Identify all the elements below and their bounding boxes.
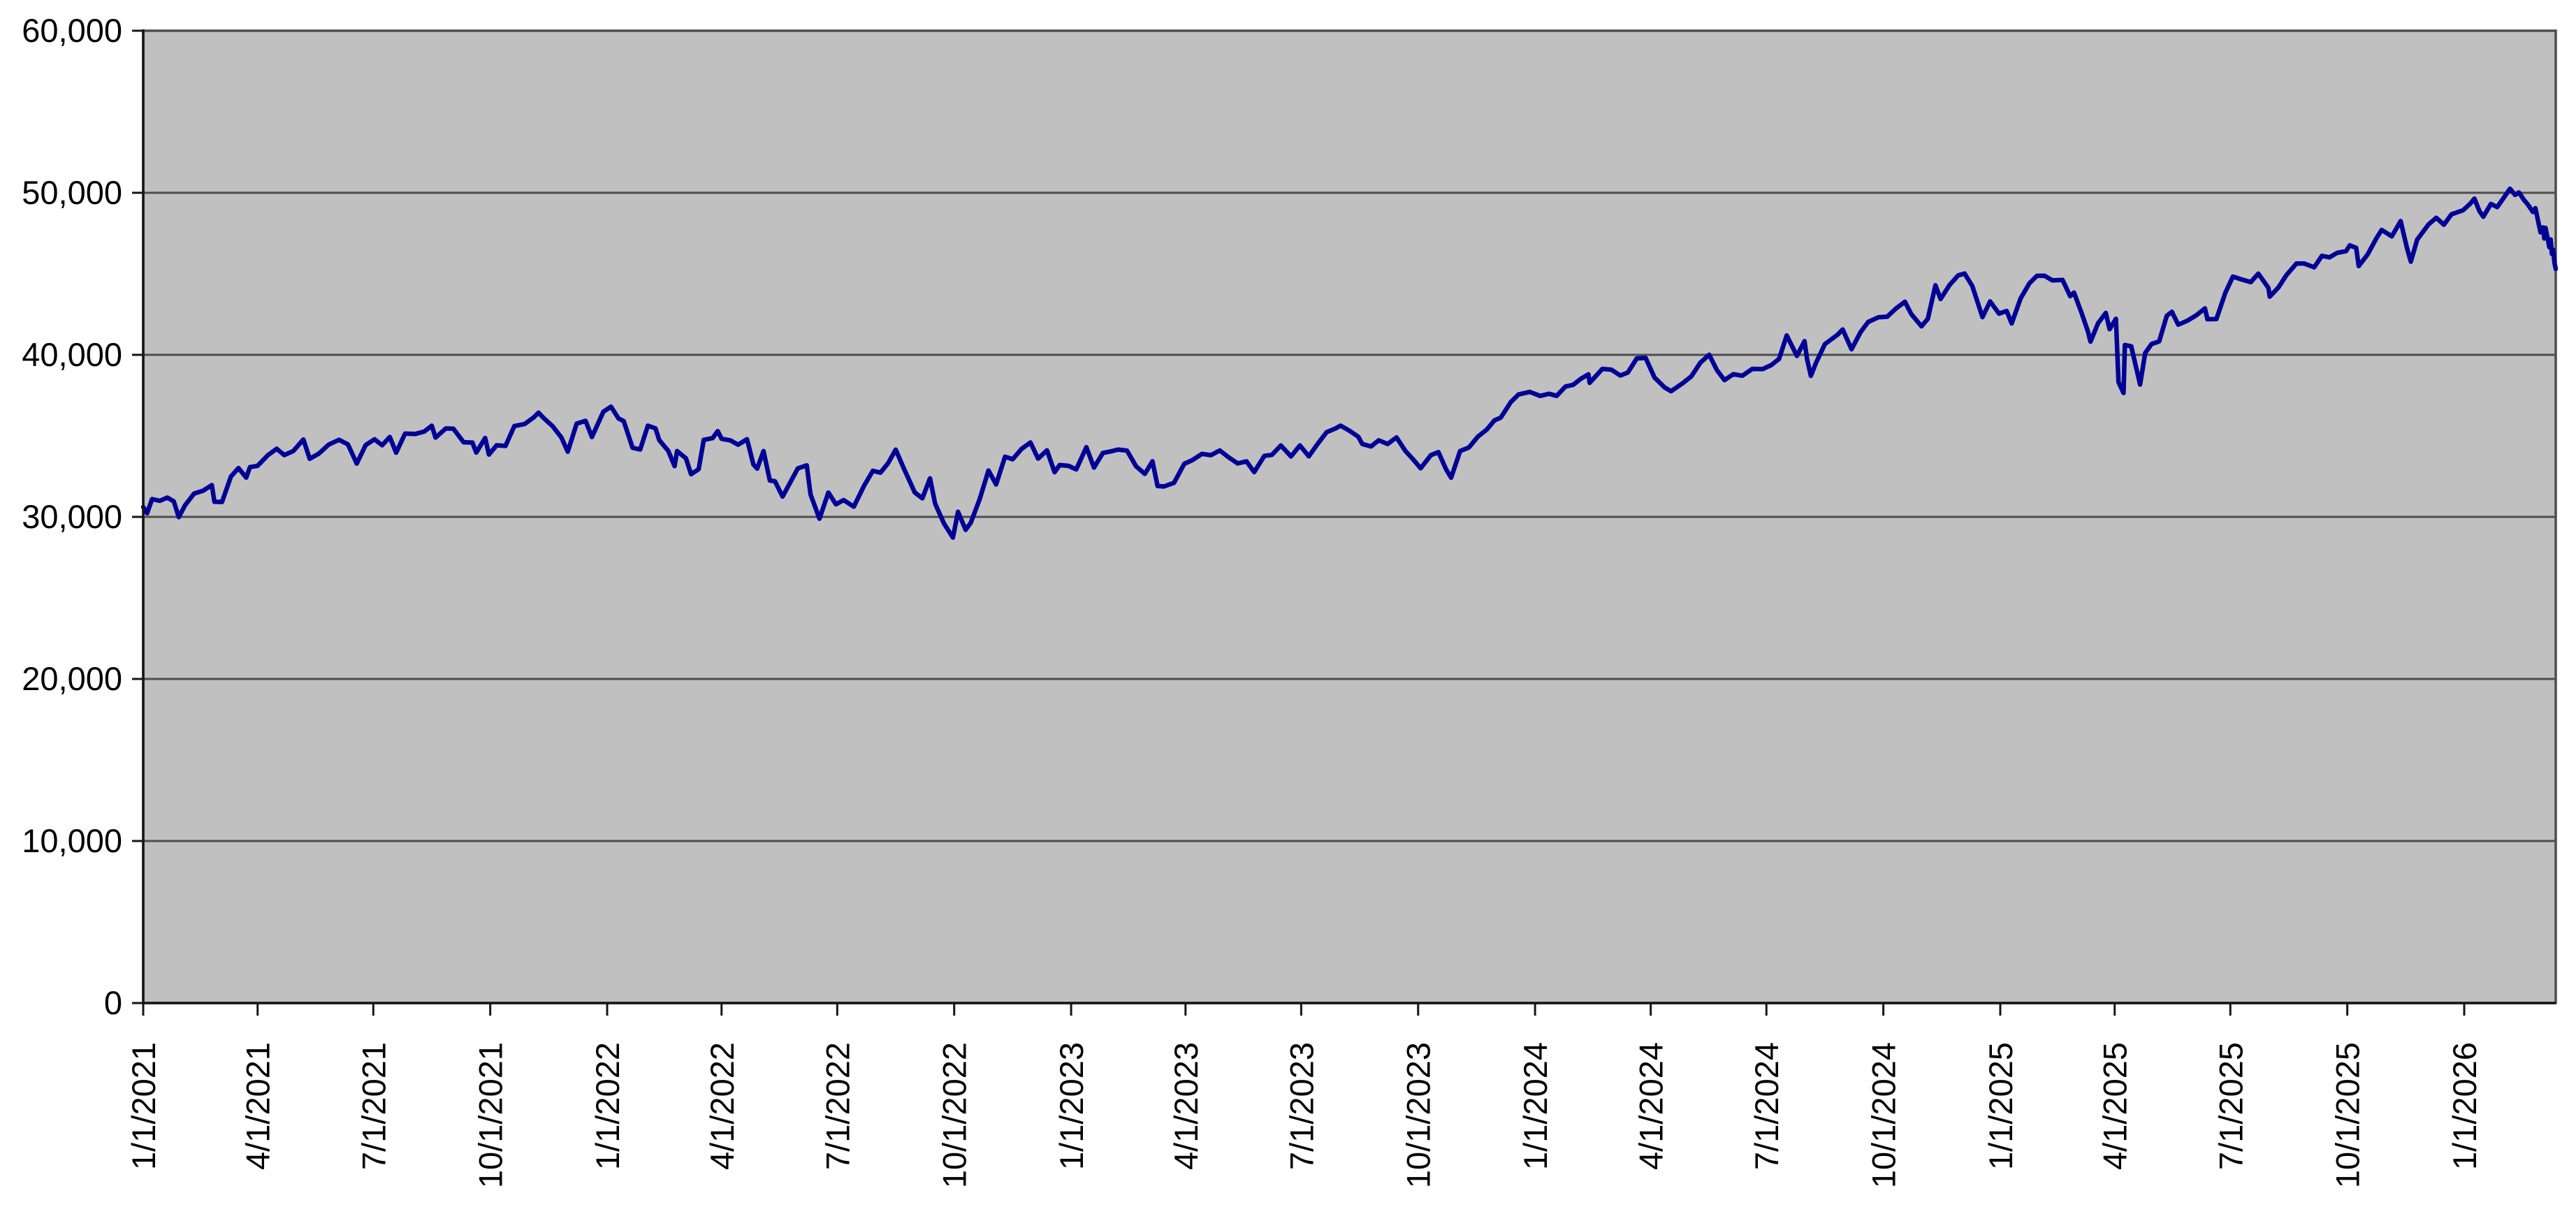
x-axis-label: 1/1/2024	[1517, 1042, 1554, 1170]
y-axis-label: 10,000	[22, 822, 122, 859]
y-axis-label: 40,000	[22, 336, 122, 373]
x-axis-label: 10/1/2025	[2329, 1042, 2366, 1188]
x-axis-label: 1/1/2022	[589, 1042, 626, 1170]
x-axis-label: 1/1/2021	[125, 1042, 162, 1170]
y-axis-label: 30,000	[22, 498, 122, 535]
price-line	[140, 186, 2559, 540]
x-axis-label: 7/1/2025	[2212, 1042, 2249, 1170]
x-axis-label: 4/1/2021	[240, 1042, 277, 1170]
x-axis-label: 7/1/2021	[355, 1042, 392, 1170]
x-axis-label: 7/1/2022	[819, 1042, 856, 1170]
x-axis-label: 4/1/2023	[1167, 1042, 1205, 1170]
x-axis-label: 1/1/2025	[1982, 1042, 2019, 1170]
x-axis-label: 1/1/2023	[1053, 1042, 1090, 1170]
x-axis-label: 7/1/2024	[1748, 1042, 1785, 1170]
x-axis-label: 7/1/2023	[1283, 1042, 1320, 1170]
x-axis-label: 10/1/2022	[936, 1042, 973, 1188]
y-axis-label: 0	[104, 984, 122, 1021]
x-axis-label: 10/1/2021	[472, 1042, 509, 1188]
x-axis-label: 4/1/2024	[1633, 1042, 1670, 1170]
x-axis-label: 4/1/2022	[704, 1042, 741, 1170]
x-axis-label: 4/1/2025	[2097, 1042, 2134, 1170]
x-axis-label: 1/1/2026	[2446, 1042, 2483, 1170]
x-axis-label: 10/1/2024	[1865, 1042, 1902, 1188]
x-axis-label: 10/1/2023	[1400, 1042, 1437, 1188]
y-axis-label: 20,000	[22, 660, 122, 697]
y-axis-label: 50,000	[22, 174, 122, 211]
y-axis-label: 60,000	[22, 12, 122, 49]
